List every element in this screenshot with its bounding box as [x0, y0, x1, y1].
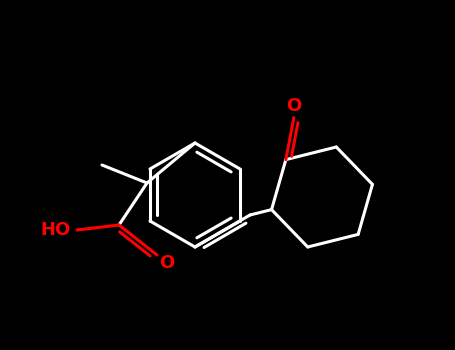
Text: O: O [286, 97, 302, 114]
Text: HO: HO [40, 221, 70, 239]
Text: O: O [159, 254, 175, 272]
